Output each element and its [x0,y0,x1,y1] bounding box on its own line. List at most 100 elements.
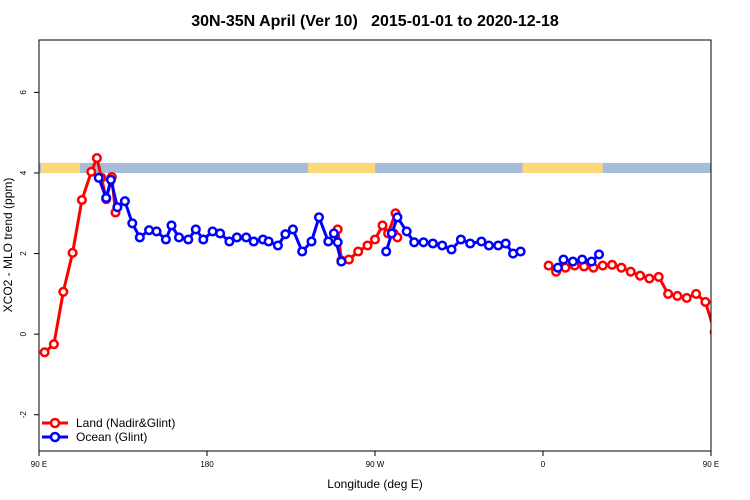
legend-swatch-land-marker [49,417,61,429]
series-ocean-point [381,246,392,257]
x-tick-label: 0 [541,460,546,469]
series-ocean-point [101,192,112,204]
legend-item-ocean: Ocean (Glint) [42,430,147,444]
x-tick-label: 180 [200,460,214,469]
series-land-point [377,220,388,231]
legend: Land (Nadir&Glint) Ocean (Glint) [42,416,175,444]
series-land-line-4 [547,263,711,326]
series-ocean-point [160,234,171,245]
series-land-point [607,259,618,270]
series-ocean-point [465,238,476,249]
series-ocean-point [151,226,162,237]
series-ocean-point [166,220,177,231]
series-ocean-point [183,234,194,245]
series-ocean-point [224,236,235,247]
series-ocean-point [173,232,185,243]
series-ocean-point [280,229,291,240]
series-ocean-point [287,224,298,235]
y-tick-label: 2 [19,251,28,256]
y-tick-label: 4 [19,170,28,175]
series-land-point [362,240,373,251]
series-ocean-point [134,232,145,243]
x-axis: 90 E 180 90 W 0 90 E [31,451,719,469]
land-band-segment-2 [307,162,375,173]
series-land-point [691,288,702,299]
legend-label-land: Land (Nadir&Glint) [76,416,175,430]
series-ocean-point [427,238,438,249]
y-tick-label: -2 [19,411,28,419]
series-ocean-point [386,228,397,239]
series-ocean-point [552,262,563,273]
series-land-point [76,194,87,206]
series-land [39,153,741,358]
series-land-point [672,290,683,301]
series-land-point [653,271,664,282]
series-ocean-point [263,236,274,247]
x-axis-label: Longitude (deg E) [327,477,422,491]
legend-label-ocean: Ocean (Glint) [76,430,147,444]
series-ocean-point [437,240,448,251]
series-ocean-point [500,238,511,249]
series-land-point [353,246,364,257]
series-ocean-point [112,202,123,213]
series-land-point [67,247,78,258]
plot-frame [38,39,712,452]
series-ocean-point [567,256,578,267]
y-tick-label: 6 [19,90,28,95]
series-ocean-point [515,246,526,257]
y-tick-label: 0 [19,331,28,336]
series-ocean-point [328,228,339,239]
series-land-point [91,153,102,164]
series-land-point [709,328,711,336]
series-land-point [724,347,732,355]
land-ocean-band [39,162,711,173]
series-ocean-point [313,212,325,223]
series-ocean-point [119,196,130,207]
series-ocean-point [198,234,209,245]
series-ocean-point [593,249,605,260]
x-tick-label: 90 E [703,460,719,469]
series-ocean-point [297,246,308,257]
series-land-point [369,234,381,245]
series-ocean-point [577,254,588,265]
series-layer [39,153,741,358]
legend-item-land: Land (Nadir&Glint) [42,416,175,430]
series-land-point [86,166,97,177]
series-ocean-point [215,228,226,239]
series-land-point [700,296,711,307]
series-land-point [543,260,554,271]
series-ocean-point [105,174,116,185]
series-ocean-point [93,172,104,183]
series-ocean-point [401,226,412,237]
series-ocean-point [483,240,494,251]
series-land-point [733,340,741,348]
series-ocean-point [418,237,429,248]
series-land-point [718,347,726,355]
series-ocean-point [248,236,259,247]
series-land-point [635,270,646,281]
series-ocean-point [409,237,420,248]
series-land-point [625,266,636,277]
series-land-point [644,273,655,284]
series-ocean-point [190,224,201,235]
series-land-point [39,347,50,358]
series-ocean-point [446,244,457,255]
series-ocean-point [127,218,138,229]
series-land-point [681,292,692,303]
series-ocean-point [558,254,569,265]
series-land-point [663,288,674,299]
legend-swatch-ocean-marker [49,431,61,443]
series-ocean-point [336,256,347,267]
chart-title: 30N-35N April (Ver 10) 2015-01-01 to 202… [191,13,559,30]
series-ocean-point [272,240,283,251]
series-ocean-point [231,232,242,243]
series-ocean-point [332,237,343,248]
y-axis: -2 0 2 4 6 [19,90,39,419]
series-ocean-point [586,256,597,267]
series-land-line-1 [43,156,117,354]
series-ocean-point [306,236,317,247]
series-land-point [597,260,608,271]
series-land-point [616,262,627,273]
series-ocean-point [476,236,487,247]
series-ocean-point [323,236,334,247]
